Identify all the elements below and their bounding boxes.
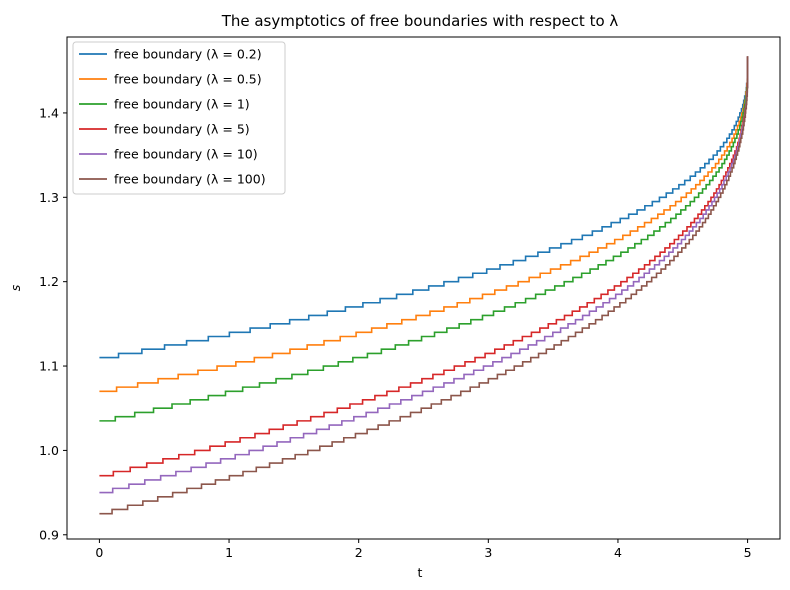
legend-entry: free boundary (λ = 0.5) bbox=[114, 72, 262, 87]
chart-title: The asymptotics of free boundaries with … bbox=[221, 12, 619, 30]
plot-frame bbox=[66, 36, 781, 540]
y-tick-label: 1.4 bbox=[39, 105, 59, 120]
series-line bbox=[99, 56, 749, 494]
x-tick-label: 0 bbox=[95, 545, 103, 560]
x-tick-label: 4 bbox=[614, 545, 622, 560]
x-tick-label: 3 bbox=[484, 545, 492, 560]
x-tick-label: 2 bbox=[355, 545, 363, 560]
x-tick-label: 5 bbox=[744, 545, 752, 560]
legend-entry: free boundary (λ = 1) bbox=[114, 97, 250, 112]
legend-entry: free boundary (λ = 10) bbox=[114, 147, 258, 162]
y-tick-label: 1.2 bbox=[39, 274, 59, 289]
y-tick-label: 0.9 bbox=[39, 527, 59, 542]
y-axis: 0.9 1.0 1.1 1.2 1.3 1.4 bbox=[39, 105, 67, 542]
plot-area bbox=[99, 56, 749, 515]
legend-box bbox=[72, 41, 286, 195]
x-axis-label: t bbox=[418, 565, 423, 580]
legend-entry: free boundary (λ = 100) bbox=[114, 172, 266, 187]
x-tick-label: 1 bbox=[225, 545, 233, 560]
y-tick-label: 1.0 bbox=[39, 443, 59, 458]
series-line bbox=[99, 56, 749, 515]
legend-entry: free boundary (λ = 5) bbox=[114, 122, 250, 137]
y-tick-label: 1.3 bbox=[39, 190, 59, 205]
legend-entry: free boundary (λ = 0.2) bbox=[114, 47, 262, 62]
x-axis: 0 1 2 3 4 5 bbox=[95, 539, 752, 560]
series-line bbox=[99, 56, 749, 359]
y-axis-label: s bbox=[8, 284, 23, 291]
y-tick-label: 1.1 bbox=[39, 359, 59, 374]
legend: free boundary (λ = 0.2) free boundary (λ … bbox=[72, 41, 286, 195]
series-line bbox=[99, 56, 749, 422]
